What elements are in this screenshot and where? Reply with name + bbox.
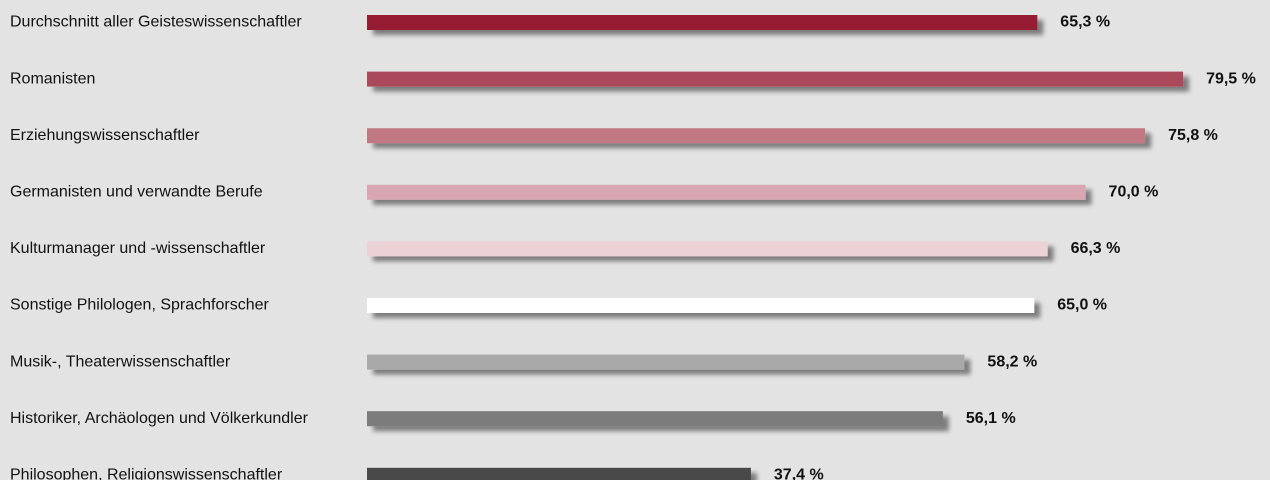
category-label: Historiker, Archäologen und Völkerkundle… — [10, 410, 309, 427]
value-label: 56,1 % — [966, 410, 1016, 427]
category-label: Sonstige Philologen, Sprachforscher — [10, 297, 269, 314]
chart-row: Romanisten 79,5 % — [10, 70, 1256, 87]
bar — [367, 71, 1184, 87]
chart-row: Historiker, Archäologen und Völkerkundle… — [10, 410, 1016, 427]
bar — [367, 128, 1146, 144]
category-label: Romanisten — [10, 70, 95, 87]
category-label: Durchschnitt aller Geisteswissenschaftle… — [10, 14, 302, 31]
chart-row: Durchschnitt aller Geisteswissenschaftle… — [10, 14, 1110, 31]
bar — [367, 184, 1086, 200]
value-label: 70,0 % — [1109, 184, 1159, 201]
value-label: 58,2 % — [987, 353, 1037, 370]
bar — [367, 467, 751, 480]
chart-row: Germanisten und verwandte Berufe 70,0 % — [10, 184, 1158, 201]
category-label: Kulturmanager und -wissenschaftler — [10, 240, 266, 257]
value-label: 37,4 % — [774, 467, 824, 480]
chart-row: Kulturmanager und -wissenschaftler 66,3 % — [10, 240, 1120, 257]
bar — [367, 298, 1035, 313]
bar — [367, 241, 1048, 257]
bar — [367, 354, 965, 370]
bar — [367, 411, 943, 427]
category-label: Musik-, Theaterwissenschaftler — [10, 353, 231, 370]
category-label: Philosophen, Religionswissenschaftler — [10, 467, 283, 480]
value-label: 66,3 % — [1071, 240, 1121, 257]
value-label: 65,0 % — [1057, 297, 1107, 314]
bar — [367, 15, 1038, 30]
chart-row: Philosophen, Religionswissenschaftler 37,… — [10, 467, 824, 480]
chart-rows: Durchschnitt aller Geisteswissenschaftle… — [10, 14, 1256, 480]
value-label: 75,8 % — [1168, 127, 1218, 144]
chart-row: Erziehungswissenschaftler 75,8 % — [10, 127, 1218, 144]
chart-row: Musik-, Theaterwissenschaftler 58,2 % — [10, 353, 1037, 370]
category-label: Germanisten und verwandte Berufe — [10, 184, 263, 201]
chart-row: Sonstige Philologen, Sprachforscher 65,0 … — [10, 297, 1107, 314]
value-label: 79,5 % — [1206, 70, 1256, 87]
value-label: 65,3 % — [1060, 14, 1110, 31]
category-label: Erziehungswissenschaftler — [10, 127, 200, 144]
